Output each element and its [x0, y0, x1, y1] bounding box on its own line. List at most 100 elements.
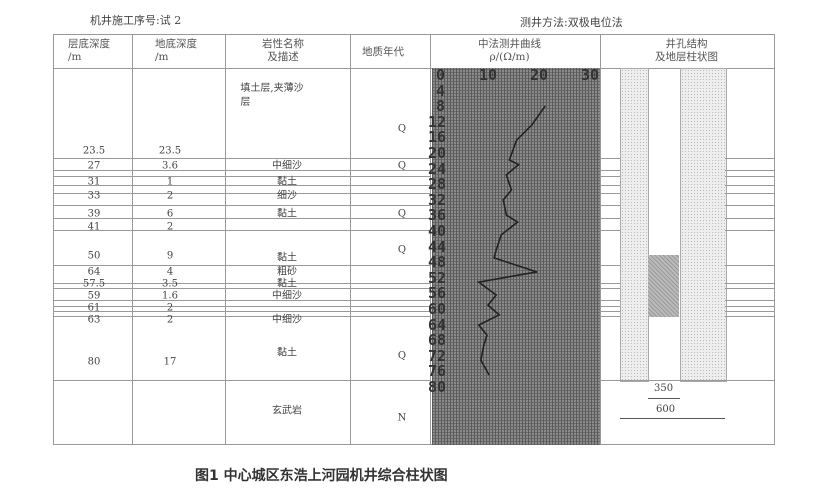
layer-boundary [53, 170, 430, 171]
resistivity-point [495, 249, 497, 251]
layer-boundary [53, 380, 430, 381]
layer-boundary [53, 158, 430, 159]
layer-boundary [600, 230, 620, 231]
layer-depth: 31 [87, 176, 101, 188]
layer-boundary [725, 176, 775, 177]
depth-tick-label: 52 [428, 268, 447, 287]
resistivity-point [505, 214, 507, 216]
resistivity-point [493, 257, 495, 259]
lithology: 中细沙 [272, 290, 302, 302]
header-lithology: 岩性名称 及描述 [262, 38, 304, 63]
layer-boundary [600, 380, 620, 381]
resistivity-point [544, 105, 546, 107]
layer-depth: 80 [87, 356, 101, 368]
thickness: 2 [166, 314, 174, 326]
header-divider [53, 68, 775, 69]
depth-tick-label: 24 [428, 159, 447, 178]
column-divider [350, 34, 351, 445]
resistivity-point [480, 359, 482, 361]
layer-boundary [725, 265, 775, 266]
layer-boundary [53, 283, 430, 284]
depth-tick-label: 40 [428, 222, 447, 240]
well-gravel-right [680, 68, 727, 382]
logging-method: 测井方法:双极电位法 [520, 16, 623, 29]
layer-boundary [53, 218, 430, 219]
depth-tick-label: 8 [436, 97, 446, 116]
lithology: 黏土 [277, 347, 297, 359]
layer-boundary [725, 283, 775, 284]
layer-boundary [600, 205, 620, 206]
lithology: 细沙 [277, 190, 297, 202]
depth-tick-label: 64 [428, 315, 447, 334]
lithology: 填土层,夹薄沙 层 [240, 83, 304, 108]
header-ground-depth: 地底深度 /m [155, 38, 197, 63]
depth-tick-label: 0 [436, 66, 446, 84]
resistivity-point [495, 294, 497, 296]
lithology: 黏土 [277, 252, 297, 264]
column-divider [132, 34, 133, 445]
lithology: 黏土 [277, 208, 297, 220]
thickness: 6 [166, 208, 174, 220]
resistivity-tick-label: 10 [479, 66, 498, 84]
thickness: 23.5 [158, 145, 182, 157]
thickness: 4 [166, 266, 174, 278]
geologic-age: Q [397, 350, 407, 362]
resistivity-point [510, 189, 512, 191]
resistivity-point [536, 271, 538, 273]
depth-tick-label: 44 [428, 237, 447, 256]
depth-tick-label: 16 [428, 128, 447, 147]
layer-depth: 57.5 [82, 278, 106, 290]
layer-boundary [53, 185, 430, 186]
layer-boundary [53, 205, 430, 206]
inner-diameter-label: 350 [654, 383, 674, 394]
geologic-age: Q [397, 160, 407, 172]
depth-tick-label: 4 [436, 81, 446, 100]
depth-tick-label: 20 [428, 144, 447, 162]
outer-diameter-label: 600 [656, 404, 676, 415]
layer-boundary [53, 300, 430, 301]
depth-tick-label: 68 [428, 331, 447, 350]
layer-boundary [725, 230, 775, 231]
depth-tick-label: 12 [428, 112, 447, 131]
inner-diameter-arrow [648, 398, 680, 399]
layer-boundary [53, 176, 430, 177]
well-gravel-left [620, 68, 649, 382]
lithology: 玄武岩 [272, 405, 302, 417]
well-bottom-line [600, 380, 775, 381]
layer-boundary [600, 288, 620, 289]
column-divider [600, 34, 601, 445]
resistivity-point [531, 124, 533, 126]
layer-boundary [53, 288, 430, 289]
depth-tick-label: 36 [428, 206, 447, 225]
layer-depth: 59 [87, 290, 101, 302]
header-age: 地质年代 [362, 46, 404, 58]
depth-tick-label: 48 [428, 253, 447, 272]
layer-boundary [600, 185, 620, 186]
layer-boundary [600, 218, 620, 219]
resistivity-point [488, 374, 490, 376]
geologic-age: Q [397, 244, 407, 256]
column-divider [430, 34, 431, 445]
resistivity-point [487, 304, 489, 306]
layer-boundary [600, 265, 620, 266]
layer-depth: 50 [87, 250, 101, 262]
layer-boundary [725, 218, 775, 219]
figure-caption: 图1 中心城区东浩上河园机井综合柱状图 [195, 468, 448, 484]
outer-diameter-arrow [620, 418, 725, 419]
resistivity-point [505, 174, 507, 176]
header-curve: 中法测井曲线 ρ/(Ω/m) [478, 38, 541, 63]
layer-boundary [53, 265, 430, 266]
layer-boundary [600, 158, 620, 159]
lithology: 中细沙 [272, 314, 302, 326]
lithology: 中细沙 [272, 160, 302, 172]
layer-boundary [53, 311, 430, 312]
layer-boundary [600, 300, 620, 301]
thickness: 9 [166, 250, 174, 262]
thickness: 3.5 [162, 278, 178, 290]
layer-boundary [725, 380, 775, 381]
layer-boundary [600, 176, 620, 177]
layer-boundary [725, 316, 775, 317]
thickness: 2 [166, 190, 174, 202]
layer-boundary [725, 185, 775, 186]
